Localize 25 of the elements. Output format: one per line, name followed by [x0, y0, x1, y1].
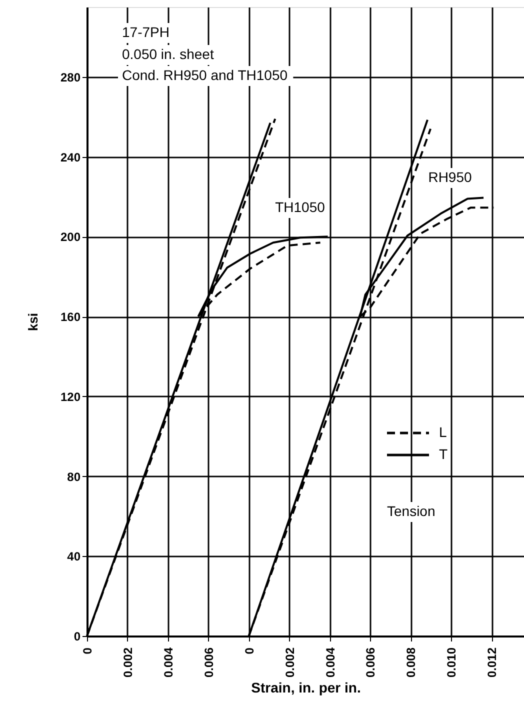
- annotation: 17-7PH: [122, 24, 170, 40]
- x-tick-label: 0.002: [120, 647, 135, 678]
- y-tick-label: 280: [60, 70, 81, 84]
- y-tick-label: 120: [60, 390, 81, 404]
- legend-label: T: [439, 446, 448, 462]
- y-tick-label: 40: [67, 550, 81, 564]
- annotation: TH1050: [275, 199, 326, 215]
- x2-tick-label: 0.010: [444, 647, 459, 678]
- x-axis-title: Strain, in. per in.: [251, 680, 361, 696]
- x-tick-label: 0.006: [202, 647, 216, 678]
- annotation: RH950: [428, 169, 472, 185]
- y-tick-label: 160: [60, 310, 81, 324]
- annotation: 0.050 in. sheet: [122, 46, 214, 62]
- x2-tick-label: 0.008: [404, 647, 418, 678]
- legend-label: L: [439, 424, 447, 440]
- x-tick-label: 0: [80, 647, 94, 654]
- y-tick-label: 240: [60, 150, 81, 164]
- annotation: Cond. RH950 and TH1050: [122, 67, 288, 83]
- x-tick-label: 0.004: [161, 647, 176, 678]
- annotation: Tension: [387, 503, 436, 519]
- y-tick-label: 0: [74, 630, 81, 644]
- x2-tick-label: 0.012: [485, 647, 500, 678]
- y-tick-label: 200: [60, 230, 81, 244]
- y-axis-title: ksi: [25, 312, 40, 332]
- y-tick-label: 80: [67, 470, 81, 484]
